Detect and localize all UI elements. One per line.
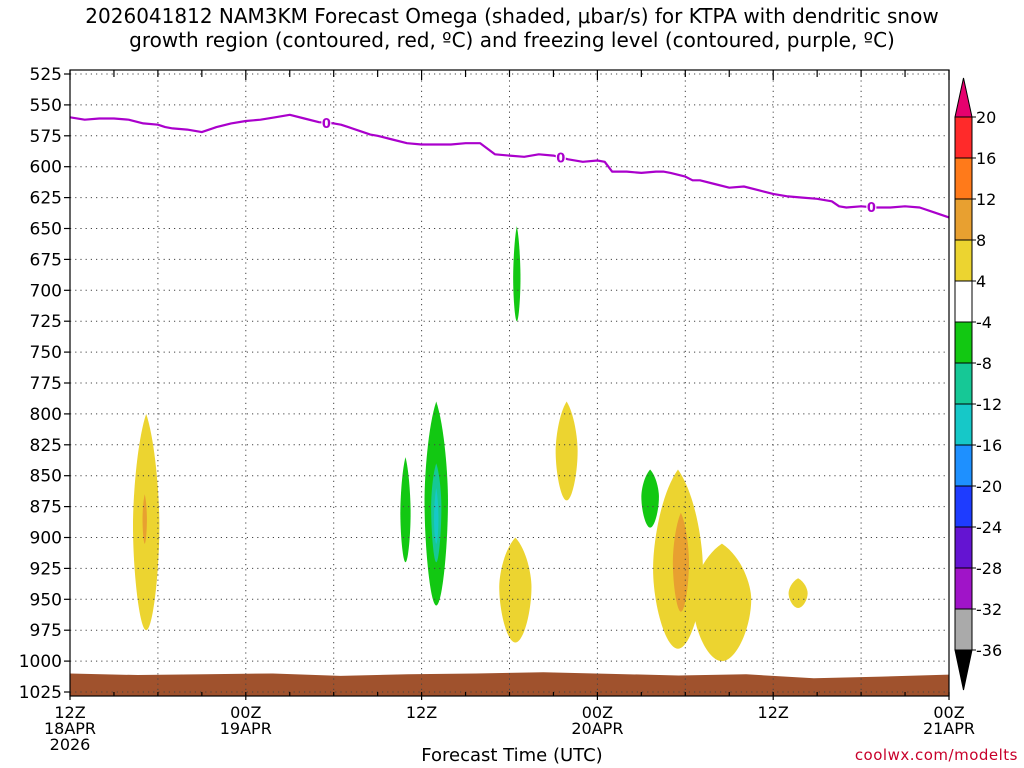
- y-tick-label: 975: [30, 621, 62, 641]
- omega-region-8: [672, 512, 689, 612]
- freezing-level-label: 0: [322, 117, 331, 132]
- y-axis: 525 550 575 600 625 650 675 700 725 750 775 800 825 8…: [19, 65, 70, 703]
- colorbar-swatch: [954, 526, 973, 569]
- colorbar-label: -36: [976, 641, 1002, 660]
- y-tick-label: 950: [30, 590, 62, 610]
- freezing-level-label-bg: [866, 200, 877, 215]
- colorbar-label: -28: [976, 559, 1002, 578]
- colorbar-swatch: [954, 403, 973, 446]
- colorbar-label: 8: [976, 231, 986, 250]
- y-tick-label: 900: [30, 529, 62, 549]
- y-tick-label: 550: [30, 96, 62, 116]
- colorbar-swatch: [954, 608, 973, 651]
- x-tick-label: 00Z: [230, 703, 261, 722]
- credit-text: coolwx.com/modelts: [854, 746, 1018, 764]
- y-tick-label: 675: [30, 250, 62, 270]
- colorbar: 20 16 12 8 4 -4 -8 -12 -16 -20 -24 -28 -32 -36: [954, 77, 1002, 691]
- x-tick-label: 20APR: [571, 719, 623, 738]
- colorbar-swatch: [954, 362, 973, 405]
- colorbar-swatch: [954, 239, 973, 282]
- omega-region-4: [555, 401, 578, 501]
- colorbar-label: -16: [976, 436, 1002, 455]
- freezing-level-label: 0: [556, 151, 565, 166]
- y-tick-label: 650: [30, 220, 62, 240]
- colorbar-swatch: [954, 444, 973, 487]
- freezing-level-label-bg: [321, 115, 332, 130]
- y-tick-label: 750: [30, 343, 62, 363]
- freezing-level-layer: 0 0 0: [70, 113, 949, 219]
- x-tick-label: 18APR: [44, 719, 96, 738]
- omega-region--12: [434, 488, 439, 544]
- omega-region--4: [641, 469, 659, 528]
- colorbar-label: -12: [976, 395, 1002, 414]
- colorbar-swatch: [954, 280, 973, 323]
- y-tick-label: 625: [30, 189, 62, 209]
- y-tick-label: 575: [30, 127, 62, 147]
- x-tick-label: 12Z: [54, 703, 85, 722]
- x-axis-title: Forecast Time (UTC): [421, 745, 603, 766]
- colorbar-label: -20: [976, 477, 1002, 496]
- colorbar-swatch: [954, 157, 973, 200]
- grid-layer: [70, 70, 949, 696]
- y-tick-label: 875: [30, 498, 62, 518]
- colorbar-swatch: [954, 198, 973, 241]
- colorbar-swatch: [954, 485, 973, 528]
- colorbar-swatch: [954, 567, 973, 610]
- x-tick-label: 19APR: [220, 719, 272, 738]
- colorbar-label: 12: [976, 190, 996, 209]
- colorbar-label: 4: [976, 272, 986, 291]
- chart-title-line-2: growth region (contoured, red, ºC) and f…: [129, 28, 895, 52]
- y-tick-label: 800: [30, 405, 62, 425]
- colorbar-top-arrow: [954, 77, 973, 118]
- freezing-level-label: 0: [867, 201, 876, 216]
- omega-region-4: [692, 543, 752, 662]
- y-tick-label: 775: [30, 374, 62, 394]
- omega-region--4: [513, 226, 521, 322]
- x-tick-label: 00Z: [933, 703, 964, 722]
- chart-title-line-1: 2026041812 NAM3KM Forecast Omega (shaded…: [85, 4, 939, 28]
- x-tick-label: 2026: [50, 735, 91, 754]
- y-tick-label: 825: [30, 436, 62, 456]
- x-tick-label: 12Z: [758, 703, 789, 722]
- y-tick-label: 700: [30, 281, 62, 301]
- x-tick-label: 12Z: [406, 703, 437, 722]
- omega-region-4: [788, 578, 808, 608]
- y-tick-label: 725: [30, 312, 62, 332]
- omega-region--4: [400, 457, 411, 563]
- omega-shading-layer: [132, 226, 808, 662]
- colorbar-label: -8: [976, 354, 992, 373]
- freezing-level-label-bg: [555, 150, 566, 165]
- x-tick-label: 21APR: [923, 719, 975, 738]
- omega-region-4: [499, 537, 532, 643]
- colorbar-label: -4: [976, 313, 992, 332]
- y-tick-label: 1025: [19, 683, 62, 703]
- freezing-level-line: [70, 113, 949, 219]
- colorbar-label: 16: [976, 149, 996, 168]
- chart-title: 2026041812 NAM3KM Forecast Omega (shaded…: [0, 4, 1024, 52]
- y-tick-label: 850: [30, 467, 62, 487]
- colorbar-label: -32: [976, 600, 1002, 619]
- colorbar-label: -24: [976, 518, 1002, 537]
- y-tick-label: 925: [30, 559, 62, 579]
- colorbar-swatch: [954, 116, 973, 159]
- y-tick-label: 1000: [19, 652, 62, 672]
- x-tick-label: 00Z: [582, 703, 613, 722]
- colorbar-label: 20: [976, 108, 996, 127]
- y-tick-label: 525: [30, 65, 62, 85]
- y-tick-label: 600: [30, 158, 62, 178]
- colorbar-bottom-arrow: [954, 649, 973, 691]
- colorbar-swatch: [954, 321, 973, 364]
